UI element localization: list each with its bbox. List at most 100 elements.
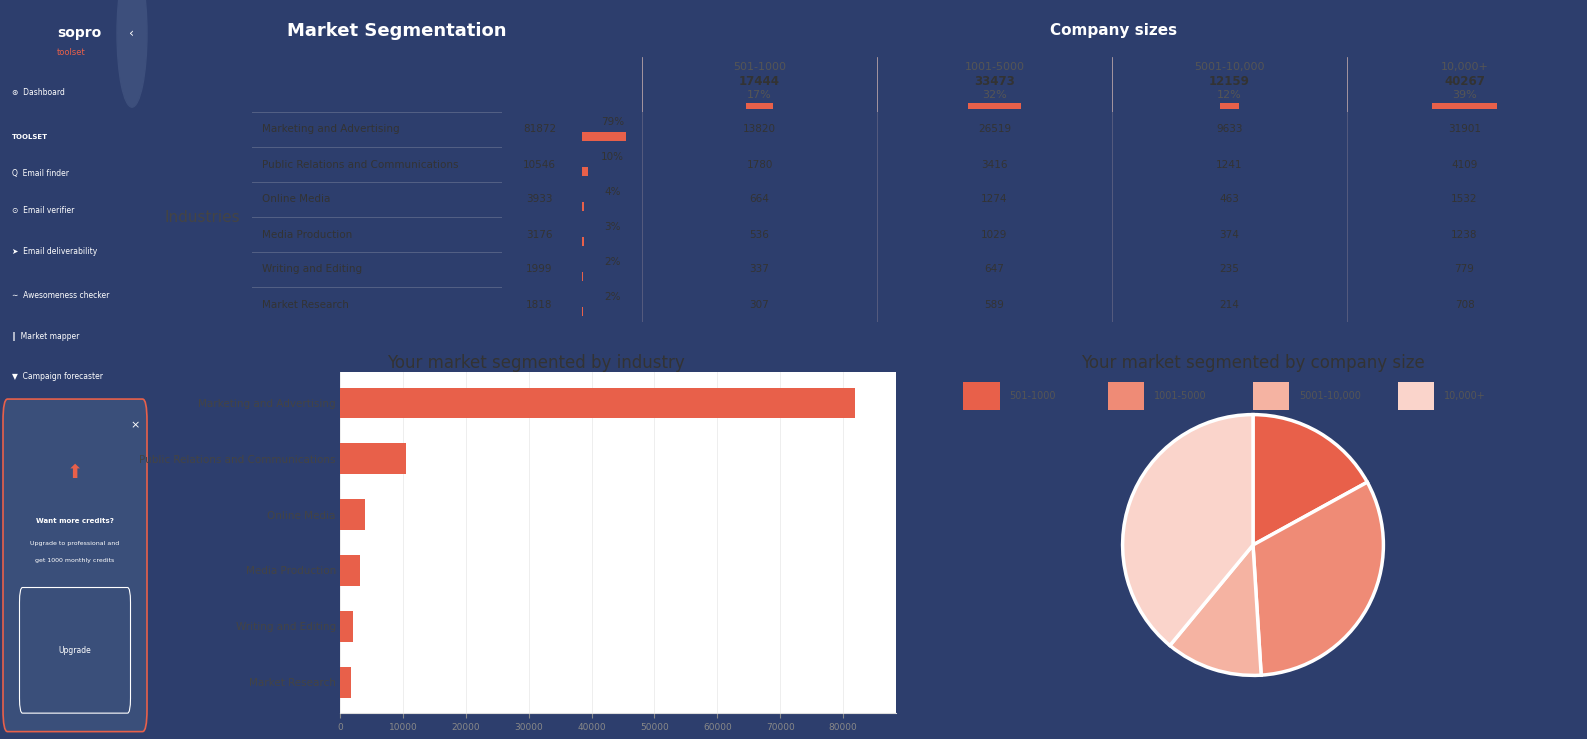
Text: 39%: 39% [1452, 90, 1477, 101]
Text: 1532: 1532 [1451, 194, 1477, 205]
Text: Upgrade: Upgrade [59, 646, 92, 655]
Bar [1220, 103, 1239, 109]
Bar [340, 443, 406, 474]
Text: ∼  Awesomeness checker: ∼ Awesomeness checker [13, 291, 110, 300]
Text: 10546: 10546 [524, 160, 555, 169]
Text: 10,000+: 10,000+ [1444, 391, 1485, 401]
Text: 235: 235 [1219, 265, 1239, 274]
Bar [340, 500, 365, 530]
Text: 26519: 26519 [978, 124, 1011, 134]
Text: Q  Email finder: Q Email finder [13, 169, 68, 178]
Text: ⊛  Dashboard: ⊛ Dashboard [13, 88, 65, 97]
Text: 2%: 2% [605, 256, 621, 267]
Text: 337: 337 [749, 265, 770, 274]
Text: 1029: 1029 [981, 230, 1008, 239]
Bar [963, 382, 1000, 410]
Text: Writing and Editing: Writing and Editing [262, 265, 362, 274]
Text: Company sizes: Company sizes [1051, 24, 1178, 38]
FancyBboxPatch shape [3, 399, 148, 732]
Text: 3%: 3% [605, 222, 621, 232]
Text: sopro: sopro [57, 26, 102, 40]
Text: Market Research: Market Research [262, 299, 349, 310]
Text: ⊙  Email verifier: ⊙ Email verifier [13, 206, 75, 215]
Wedge shape [1170, 545, 1262, 675]
Text: 2%: 2% [605, 292, 621, 302]
Bar [582, 132, 625, 140]
Text: ‹: ‹ [130, 27, 135, 40]
Bar [340, 555, 360, 586]
Text: 12159: 12159 [1209, 75, 1251, 88]
Text: 214: 214 [1219, 299, 1239, 310]
Text: 4109: 4109 [1452, 160, 1477, 169]
Text: ×: × [130, 420, 140, 430]
Text: Media Production: Media Production [262, 230, 352, 239]
Text: 501-1000: 501-1000 [1009, 391, 1055, 401]
Text: 1274: 1274 [981, 194, 1008, 205]
Text: 81872: 81872 [524, 124, 555, 134]
Bar [1254, 382, 1289, 410]
Wedge shape [1254, 415, 1368, 545]
Bar [1398, 382, 1435, 410]
Text: 33473: 33473 [974, 75, 1014, 88]
Bar [340, 667, 351, 698]
Text: 501-1000: 501-1000 [733, 62, 786, 72]
Text: ▼  Campaign forecaster: ▼ Campaign forecaster [13, 372, 103, 381]
Text: Online Media: Online Media [262, 194, 330, 205]
Text: 13820: 13820 [743, 124, 776, 134]
Text: 463: 463 [1219, 194, 1239, 205]
Wedge shape [1254, 482, 1384, 675]
Text: 17444: 17444 [740, 75, 779, 88]
Text: 31901: 31901 [1447, 124, 1481, 134]
Text: 10%: 10% [601, 151, 624, 162]
Text: 647: 647 [984, 265, 1005, 274]
Text: 10,000+: 10,000+ [1441, 62, 1489, 72]
Text: Want more credits?: Want more credits? [37, 518, 114, 524]
Text: TOOLSET: TOOLSET [13, 134, 48, 140]
Text: 32%: 32% [982, 90, 1006, 101]
Text: toolset: toolset [57, 48, 86, 57]
Text: 5001-10,000: 5001-10,000 [1195, 62, 1265, 72]
Text: 307: 307 [749, 299, 770, 310]
Text: Public Relations and Communications: Public Relations and Communications [262, 160, 459, 169]
Text: 3933: 3933 [527, 194, 552, 205]
Text: 1818: 1818 [527, 299, 552, 310]
Text: 1238: 1238 [1451, 230, 1477, 239]
Bar [746, 103, 773, 109]
Text: get 1000 monthly credits: get 1000 monthly credits [35, 558, 114, 562]
Text: Your market segmented by company size: Your market segmented by company size [1081, 354, 1425, 372]
Text: 9633: 9633 [1216, 124, 1243, 134]
Text: 779: 779 [1455, 265, 1474, 274]
Bar [1433, 103, 1497, 109]
Text: 374: 374 [1219, 230, 1239, 239]
Text: ⬆: ⬆ [67, 463, 83, 483]
Text: Your market segmented by industry: Your market segmented by industry [387, 354, 684, 372]
Text: 40267: 40267 [1444, 75, 1485, 88]
Text: 3416: 3416 [981, 160, 1008, 169]
Text: 1999: 1999 [527, 265, 552, 274]
Text: 589: 589 [984, 299, 1005, 310]
Bar [340, 387, 855, 418]
Text: 1241: 1241 [1216, 160, 1243, 169]
Text: 1001-5000: 1001-5000 [965, 62, 1025, 72]
Text: 536: 536 [749, 230, 770, 239]
Text: 12%: 12% [1217, 90, 1243, 101]
Bar [340, 611, 352, 641]
Text: 4%: 4% [605, 187, 621, 197]
Text: ‖  Market mapper: ‖ Market mapper [13, 332, 79, 341]
FancyBboxPatch shape [19, 588, 130, 713]
Text: 3176: 3176 [527, 230, 552, 239]
Text: Marketing and Advertising: Marketing and Advertising [262, 124, 400, 134]
Text: Market Segmentation: Market Segmentation [287, 22, 506, 40]
Text: 1780: 1780 [746, 160, 773, 169]
Circle shape [117, 0, 148, 107]
Text: 5001-10,000: 5001-10,000 [1300, 391, 1362, 401]
Text: 708: 708 [1455, 299, 1474, 310]
Wedge shape [1122, 415, 1254, 645]
Bar [968, 103, 1020, 109]
Bar [582, 237, 584, 245]
Text: 664: 664 [749, 194, 770, 205]
Text: 17%: 17% [747, 90, 771, 101]
Text: 79%: 79% [601, 117, 624, 127]
Bar [582, 202, 584, 211]
Bar [1108, 382, 1144, 410]
